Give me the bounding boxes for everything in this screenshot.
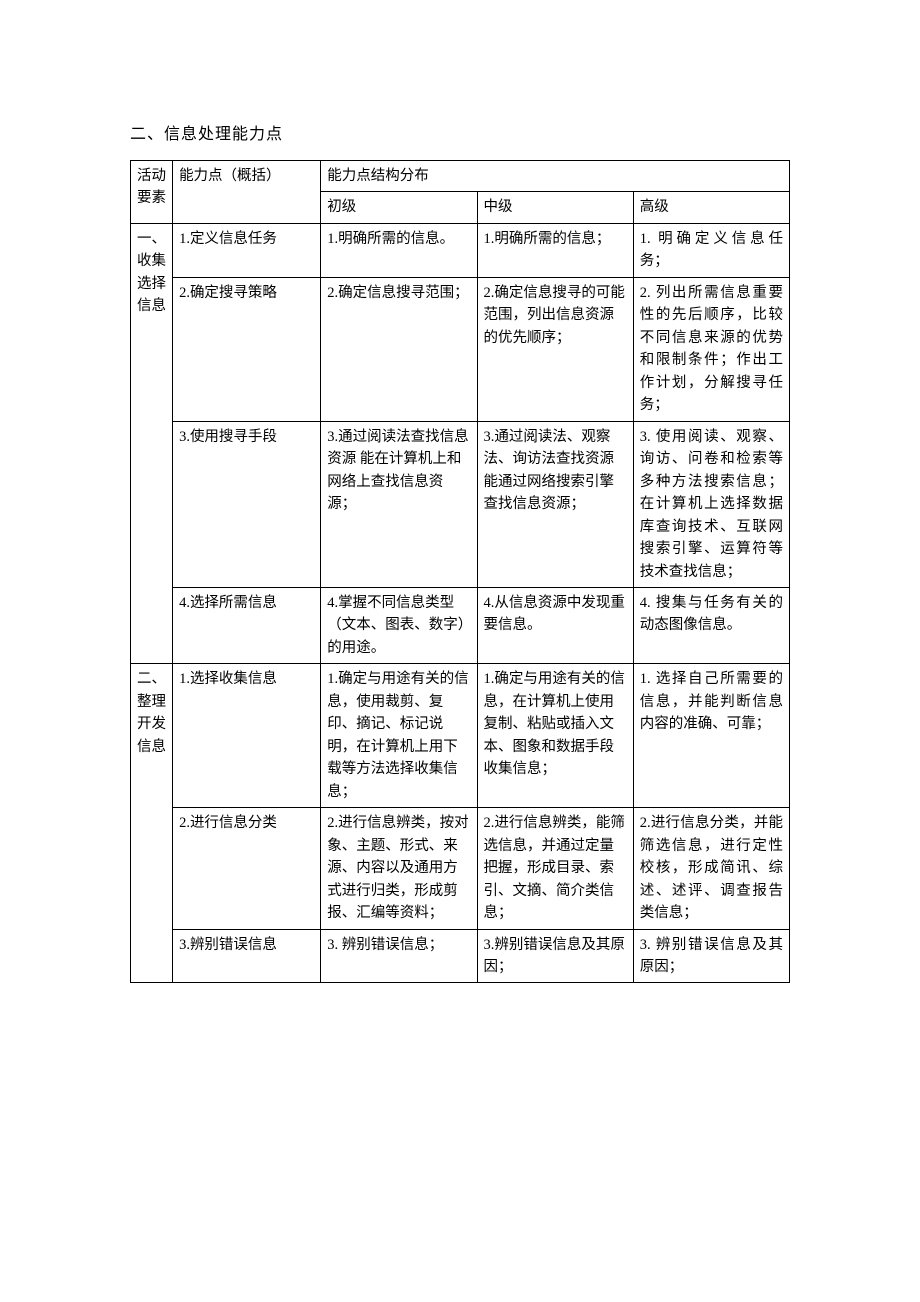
basic-cell: 2.确定信息搜寻范围； xyxy=(321,277,477,421)
high-cell: 1. 明确定义信息任务； xyxy=(633,223,789,277)
header-distribution: 能力点结构分布 xyxy=(321,161,790,192)
page-title: 二、信息处理能力点 xyxy=(130,120,790,144)
basic-cell: 3. 辨别错误信息； xyxy=(321,929,477,983)
table-row: 4.选择所需信息 4.掌握不同信息类型（文本、图表、数字）的用途。 4.从信息资… xyxy=(131,587,790,663)
high-cell: 2. 列出所需信息重要性的先后顺序，比较不同信息来源的优势和限制条件；作出工作计… xyxy=(633,277,789,421)
high-cell: 3. 使用阅读、观察、询访、问卷和检索等多种方法搜索信息；在计算机上选择数据库查… xyxy=(633,421,789,587)
high-cell: 2.进行信息分类，并能筛选信息，进行定性校核，形成简讯、综述、述评、调查报告类信… xyxy=(633,808,789,929)
ability-cell: 3.辨别错误信息 xyxy=(173,929,321,983)
basic-cell: 1.确定与用途有关的信息，使用裁剪、复印、摘记、标记说明，在计算机上用下载等方法… xyxy=(321,664,477,808)
mid-cell: 3.通过阅读法、观察法、询访法查找资源 能通过网络搜索引擎查找信息资源； xyxy=(477,421,633,587)
basic-cell: 3.通过阅读法查找信息资源 能在计算机上和网络上查找信息资源； xyxy=(321,421,477,587)
mid-cell: 3.辨别错误信息及其原因； xyxy=(477,929,633,983)
table-row: 一、收集选择信息 1.定义信息任务 1.明确所需的信息。 1.明确所需的信息； … xyxy=(131,223,790,277)
high-cell: 4. 搜集与任务有关的动态图像信息。 xyxy=(633,587,789,663)
mid-cell: 2.确定信息搜寻的可能范围，列出信息资源的优先顺序； xyxy=(477,277,633,421)
table-row: 2.进行信息分类 2.进行信息辨类，按对象、主题、形式、来源、内容以及通用方式进… xyxy=(131,808,790,929)
mid-cell: 2.进行信息辨类，能筛选信息，并通过定量把握，形成目录、索引、文摘、简介类信息； xyxy=(477,808,633,929)
header-ability: 能力点（概括） xyxy=(173,161,321,224)
mid-cell: 1.确定与用途有关的信息，在计算机上使用复制、粘贴或插入文本、图象和数据手段收集… xyxy=(477,664,633,808)
header-level-mid: 中级 xyxy=(477,192,633,223)
activity-cell: 二、整理开发信息 xyxy=(131,664,173,983)
header-level-basic: 初级 xyxy=(321,192,477,223)
ability-cell: 2.确定搜寻策略 xyxy=(173,277,321,421)
mid-cell: 1.明确所需的信息； xyxy=(477,223,633,277)
header-level-high: 高级 xyxy=(633,192,789,223)
mid-cell: 4.从信息资源中发现重要信息。 xyxy=(477,587,633,663)
table-row: 3.使用搜寻手段 3.通过阅读法查找信息资源 能在计算机上和网络上查找信息资源；… xyxy=(131,421,790,587)
high-cell: 1. 选择自己所需要的信息，并能判断信息内容的准确、可靠； xyxy=(633,664,789,808)
table-row: 3.辨别错误信息 3. 辨别错误信息； 3.辨别错误信息及其原因； 3. 辨别错… xyxy=(131,929,790,983)
high-cell: 3. 辨别错误信息及其原因； xyxy=(633,929,789,983)
ability-cell: 1.定义信息任务 xyxy=(173,223,321,277)
basic-cell: 2.进行信息辨类，按对象、主题、形式、来源、内容以及通用方式进行归类，形成剪报、… xyxy=(321,808,477,929)
table-row: 二、整理开发信息 1.选择收集信息 1.确定与用途有关的信息，使用裁剪、复印、摘… xyxy=(131,664,790,808)
ability-cell: 1.选择收集信息 xyxy=(173,664,321,808)
activity-cell: 一、收集选择信息 xyxy=(131,223,173,663)
header-row-1: 活动要素 能力点（概括） 能力点结构分布 xyxy=(131,161,790,192)
table-row: 2.确定搜寻策略 2.确定信息搜寻范围； 2.确定信息搜寻的可能范围，列出信息资… xyxy=(131,277,790,421)
basic-cell: 4.掌握不同信息类型（文本、图表、数字）的用途。 xyxy=(321,587,477,663)
header-activity: 活动要素 xyxy=(131,161,173,224)
ability-cell: 4.选择所需信息 xyxy=(173,587,321,663)
ability-table: 活动要素 能力点（概括） 能力点结构分布 初级 中级 高级 一、收集选择信息 1… xyxy=(130,160,790,983)
basic-cell: 1.明确所需的信息。 xyxy=(321,223,477,277)
ability-cell: 2.进行信息分类 xyxy=(173,808,321,929)
ability-cell: 3.使用搜寻手段 xyxy=(173,421,321,587)
